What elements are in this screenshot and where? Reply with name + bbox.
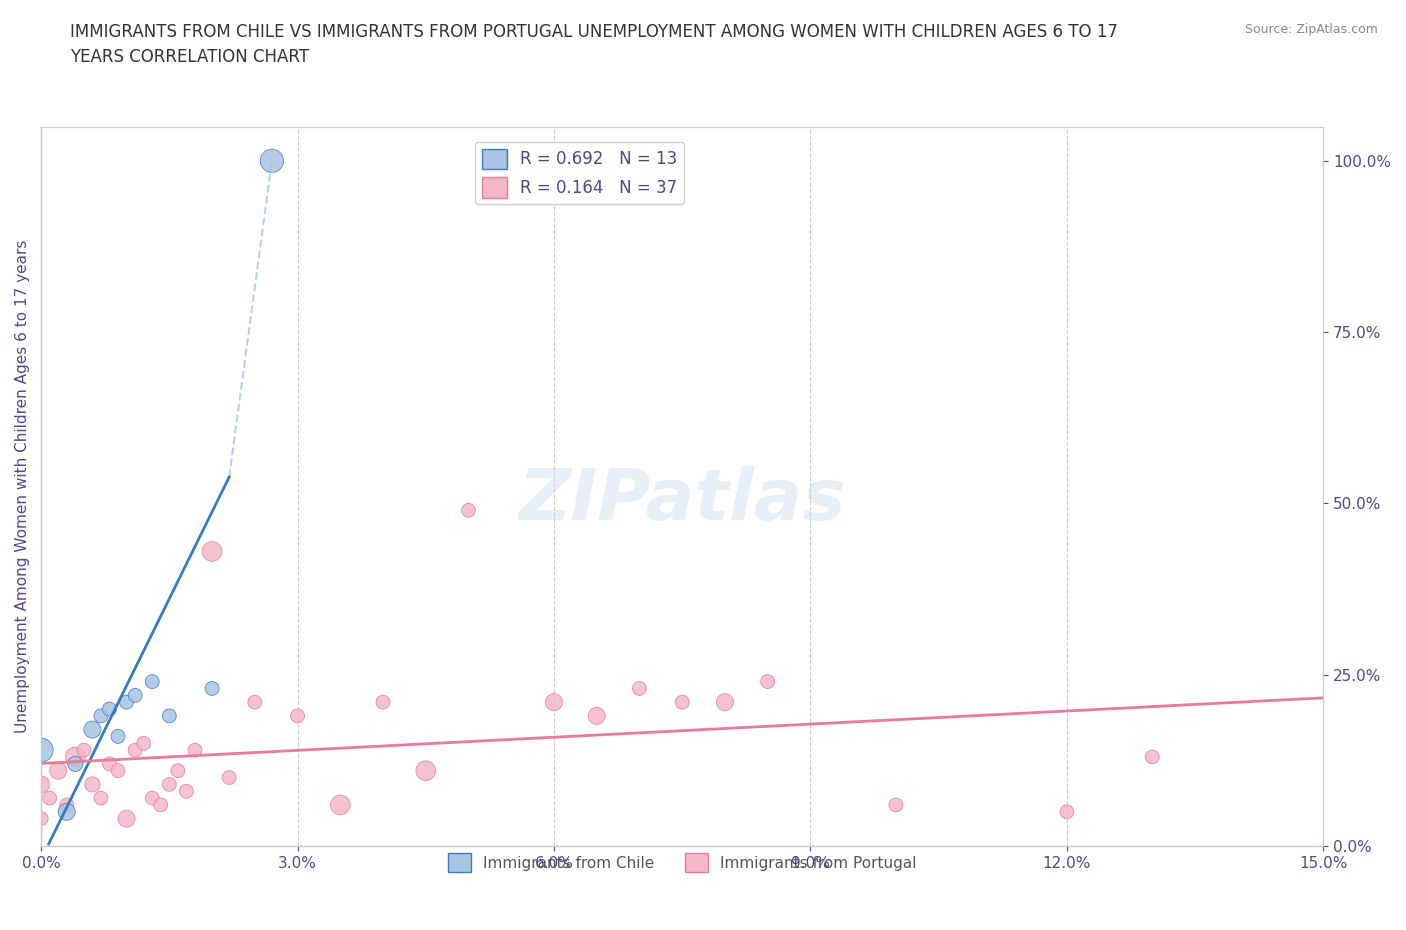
- Point: [98, 756, 121, 771]
- Point: [124, 688, 146, 703]
- Point: [201, 681, 224, 696]
- Point: [884, 798, 907, 813]
- Point: [157, 777, 180, 791]
- Point: [184, 743, 207, 758]
- Point: [149, 798, 172, 813]
- Point: [98, 701, 121, 716]
- Point: [243, 695, 266, 710]
- Point: [218, 770, 240, 785]
- Point: [115, 811, 138, 826]
- Point: [107, 764, 129, 778]
- Point: [90, 790, 112, 805]
- Legend: Immigrants from Chile, Immigrants from Portugal: Immigrants from Chile, Immigrants from P…: [441, 847, 922, 878]
- Point: [115, 695, 138, 710]
- Point: [65, 756, 87, 771]
- Point: [287, 709, 309, 724]
- Point: [167, 764, 190, 778]
- Y-axis label: Unemployment Among Women with Children Ages 6 to 17 years: Unemployment Among Women with Children A…: [15, 240, 30, 733]
- Point: [457, 503, 479, 518]
- Point: [714, 695, 737, 710]
- Point: [55, 798, 77, 813]
- Point: [201, 544, 224, 559]
- Point: [82, 722, 104, 737]
- Point: [82, 777, 104, 791]
- Point: [1142, 750, 1164, 764]
- Point: [90, 709, 112, 724]
- Point: [628, 681, 651, 696]
- Point: [371, 695, 394, 710]
- Point: [132, 736, 155, 751]
- Point: [756, 674, 779, 689]
- Point: [107, 729, 129, 744]
- Text: ZIPatlas: ZIPatlas: [519, 466, 846, 536]
- Text: IMMIGRANTS FROM CHILE VS IMMIGRANTS FROM PORTUGAL UNEMPLOYMENT AMONG WOMEN WITH : IMMIGRANTS FROM CHILE VS IMMIGRANTS FROM…: [70, 23, 1118, 41]
- Point: [415, 764, 437, 778]
- Point: [55, 804, 77, 819]
- Point: [329, 798, 352, 813]
- Point: [30, 743, 52, 758]
- Point: [157, 709, 180, 724]
- Point: [30, 777, 52, 791]
- Point: [141, 790, 163, 805]
- Point: [124, 743, 146, 758]
- Point: [176, 784, 198, 799]
- Text: YEARS CORRELATION CHART: YEARS CORRELATION CHART: [70, 48, 309, 66]
- Text: Source: ZipAtlas.com: Source: ZipAtlas.com: [1244, 23, 1378, 36]
- Point: [30, 811, 52, 826]
- Point: [73, 743, 96, 758]
- Point: [543, 695, 565, 710]
- Point: [1056, 804, 1078, 819]
- Point: [585, 709, 607, 724]
- Point: [46, 764, 69, 778]
- Point: [671, 695, 693, 710]
- Point: [141, 674, 163, 689]
- Point: [65, 750, 87, 764]
- Point: [38, 790, 60, 805]
- Point: [260, 153, 283, 168]
